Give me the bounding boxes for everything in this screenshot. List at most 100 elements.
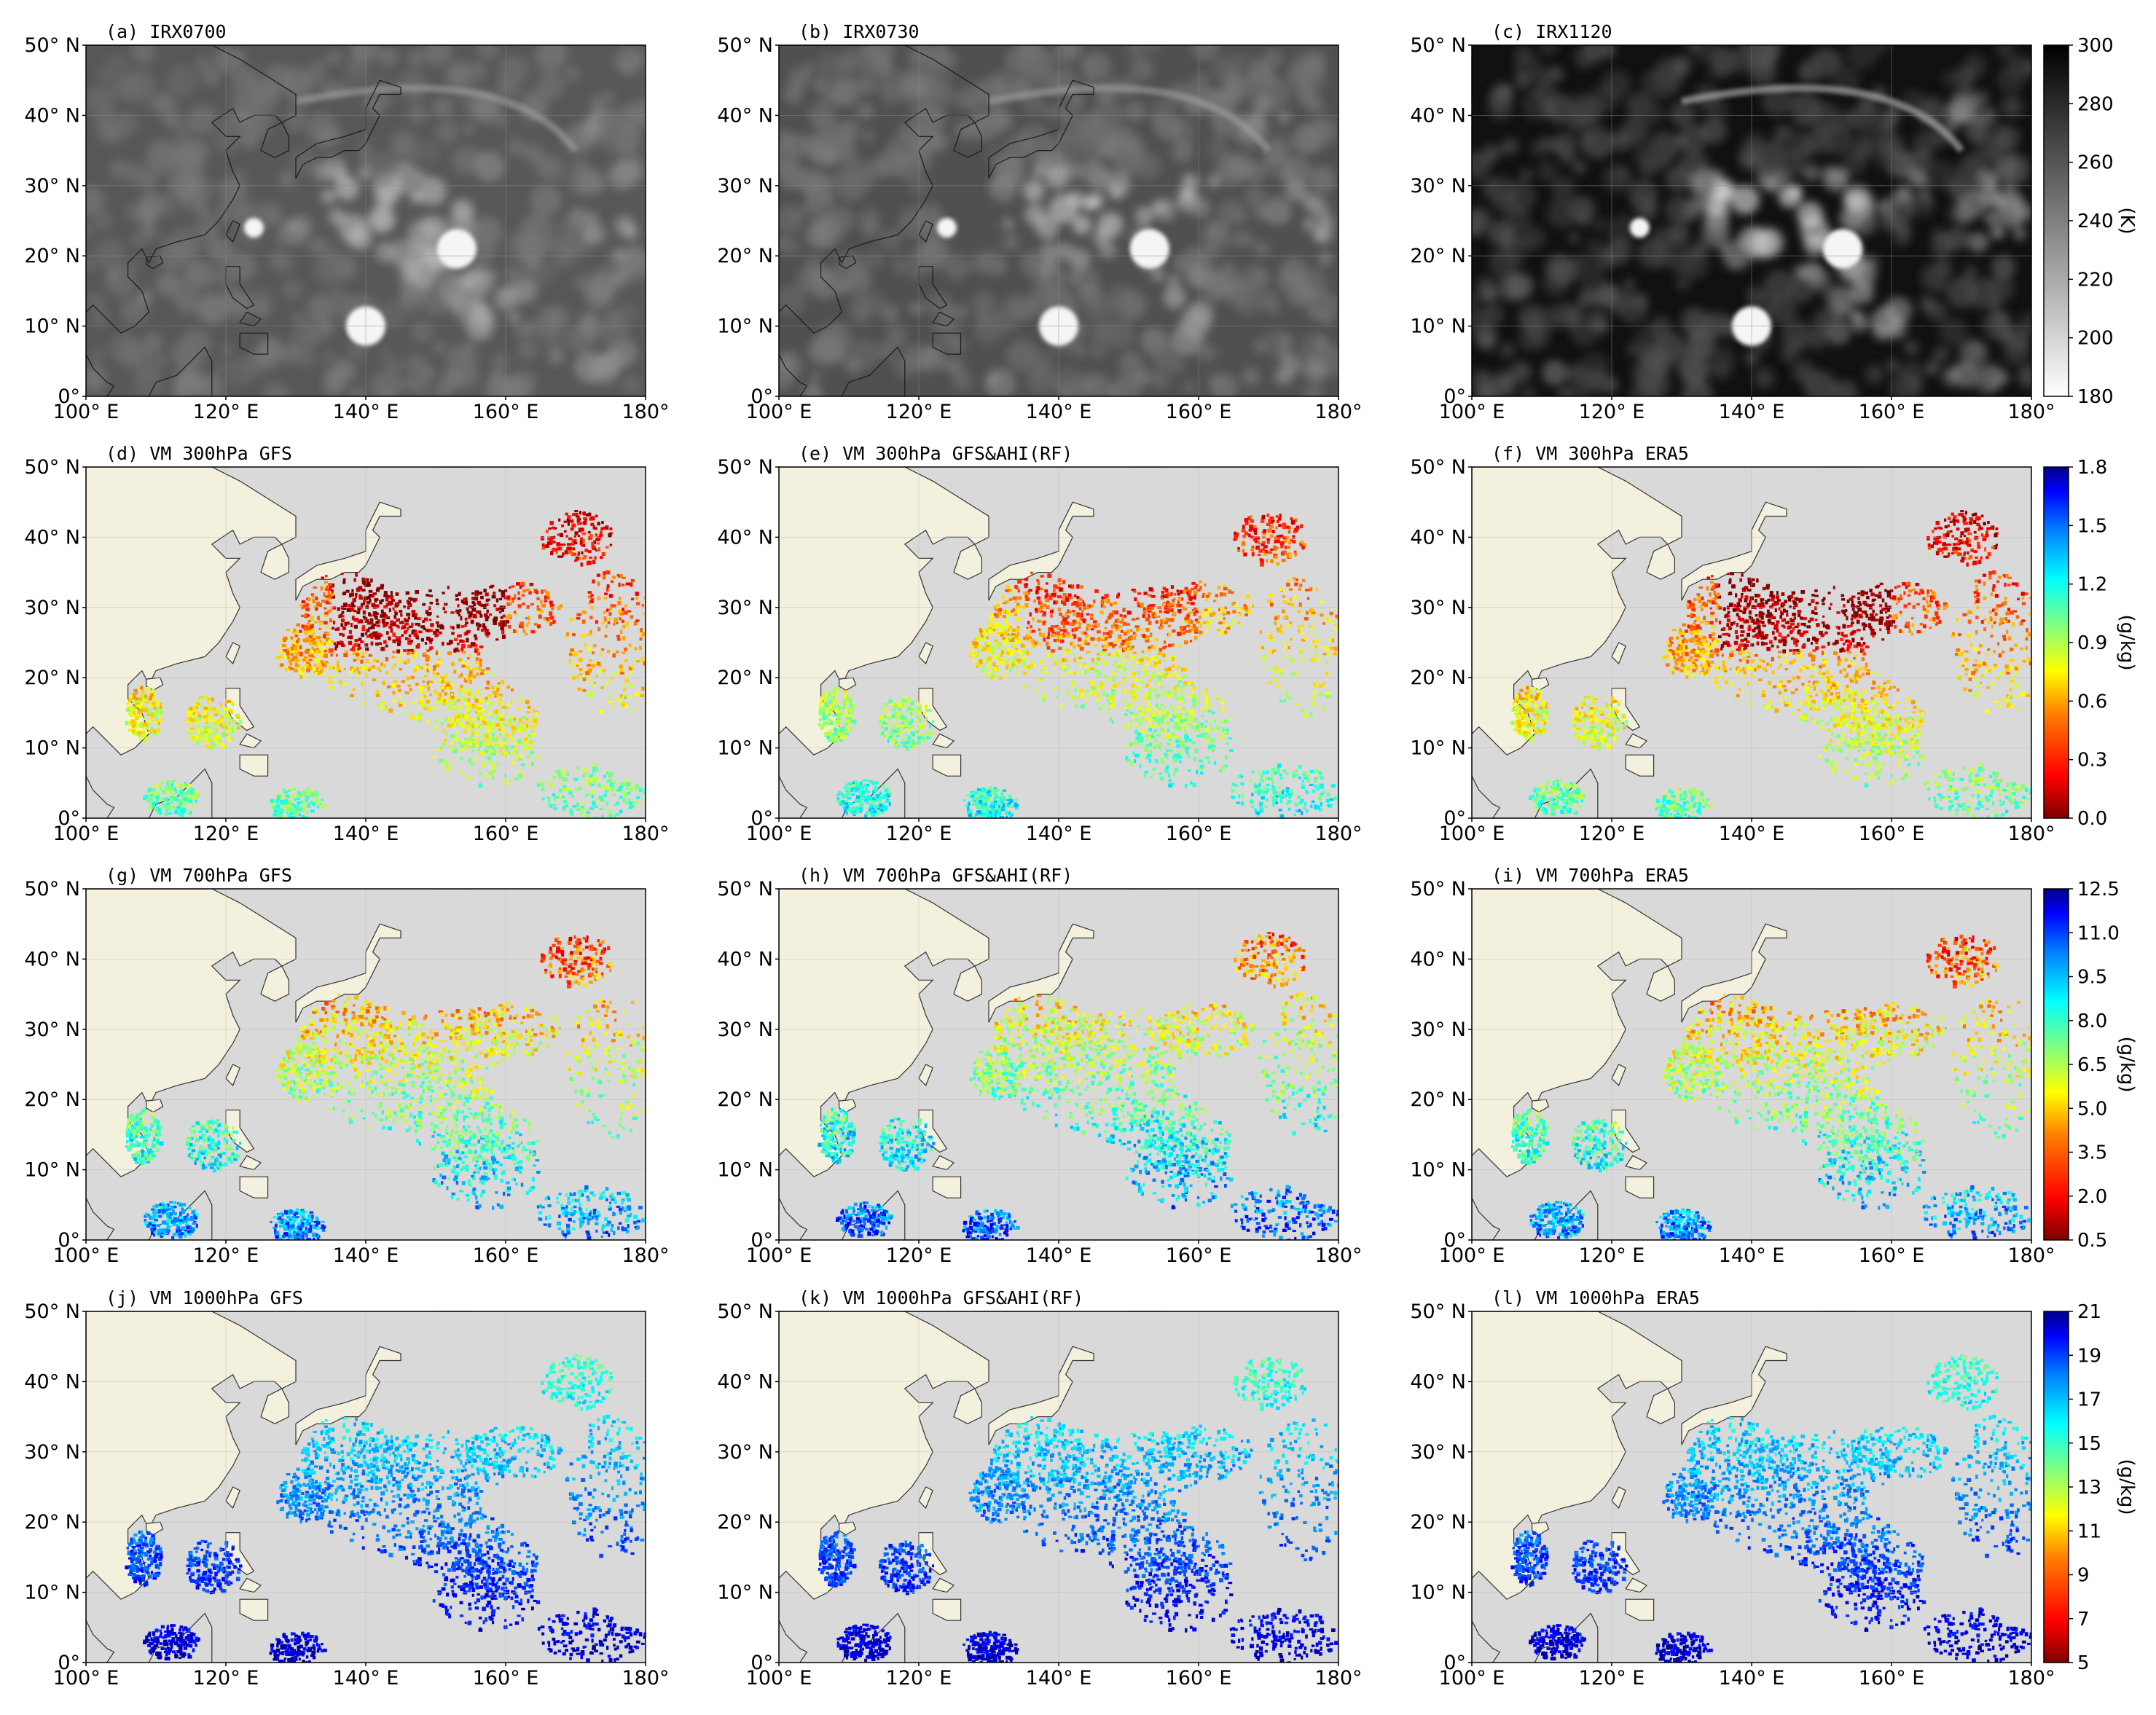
panel-title: (j) VM 1000hPa GFS [106, 1287, 303, 1308]
colorbar-tick-label: 11.0 [2077, 922, 2120, 944]
lat-tick-label: 0° [1443, 1229, 1466, 1252]
lon-tick-label: 100° E [53, 1244, 119, 1267]
graticule [779, 467, 1338, 818]
moisture-field [818, 513, 1338, 818]
colorbar: 21 19 17 15 13 11 9 7 5 (g/kg) [2043, 1301, 2138, 1674]
lat-tick-label: 50° N [717, 1300, 773, 1323]
lon-tick-label: 120° E [1579, 823, 1645, 845]
colorbar: 1.8 1.5 1.2 0.9 0.6 0.3 0.0 (g/kg) [2043, 457, 2138, 830]
lon-tick-label: 160° E [1859, 1667, 1925, 1690]
lat-tick-label: 50° N [24, 878, 80, 900]
lon-tick-label: 180° [1314, 1244, 1362, 1267]
lat-tick-label: 10° N [24, 1159, 80, 1182]
lon-tick-label: 140° E [1719, 1667, 1785, 1690]
lat-tick-label: 10° N [1410, 737, 1466, 760]
lon-tick-label: 120° E [886, 1244, 952, 1267]
lon-tick-label: 120° E [886, 823, 952, 845]
colorbar-tick-label: 6.5 [2077, 1054, 2107, 1076]
lat-tick-label: 0° [750, 807, 773, 830]
lat-tick-label: 50° N [1410, 1300, 1466, 1323]
lat-tick-label: 20° N [24, 245, 80, 267]
lon-tick-label: 140° E [1719, 1244, 1785, 1267]
colorbar-ramp [2043, 1311, 2069, 1663]
map-content [779, 1311, 1338, 1663]
map-content [86, 889, 646, 1240]
moisture-field [1510, 1354, 2031, 1663]
lat-tick-label: 0° [750, 1229, 773, 1252]
colorbar-tick-label: 15 [2077, 1433, 2101, 1455]
moisture-field [125, 935, 646, 1240]
lat-tick-label: 40° N [717, 526, 773, 549]
lat-tick-label: 10° N [717, 1582, 773, 1604]
lat-tick-label: 20° N [24, 1088, 80, 1111]
lat-tick-label: 50° N [717, 878, 773, 900]
lon-tick-label: 180° [622, 1244, 669, 1267]
lat-tick-label: 0° [1443, 1652, 1466, 1674]
lat-tick-label: 0° [1443, 385, 1466, 408]
graticule [1472, 889, 2031, 1240]
graticule [86, 45, 646, 396]
lat-tick-label: 30° N [1410, 1441, 1466, 1464]
lat-tick-label: 0° [1443, 807, 1466, 830]
panel-row-4: (j) VM 1000hPa GFS 0° 10° N 20° N 30° N 40° N… [24, 1287, 2138, 1690]
lat-tick-label: 0° [58, 385, 80, 408]
lon-tick-label: 100° E [1439, 401, 1505, 423]
lat-tick-label: 40° N [717, 1370, 773, 1393]
colorbar-tick-label: 1.2 [2077, 574, 2107, 596]
lat-tick-label: 20° N [1410, 667, 1466, 689]
lat-tick-label: 20° N [717, 667, 773, 689]
graticule [1472, 467, 2031, 818]
map-content [779, 45, 1338, 396]
lon-tick-label: 140° E [333, 1244, 399, 1267]
panel-title: (d) VM 300hPa GFS [106, 443, 292, 464]
lon-tick-label: 140° E [1719, 401, 1785, 423]
panel-title: (f) VM 300hPa ERA5 [1491, 443, 1689, 464]
panel-row-2: (d) VM 300hPa GFS 0° 10° N 20° N 30° N 40° N 5… [24, 443, 2138, 845]
lon-tick-label: 180° [1314, 1667, 1362, 1690]
lon-tick-label: 180° [2007, 1244, 2055, 1267]
lat-tick-label: 0° [750, 385, 773, 408]
panel-row-1: (a) IRX0700 0° 10° N 20° N 30° N 40° N 50° N 10… [24, 21, 2138, 423]
map-panel: (l) VM 1000hPa ERA5 0° 10° N 20° N 30° N 40° … [1410, 1287, 2055, 1690]
graticule [1472, 45, 2031, 396]
colorbar-tick-label: 13 [2077, 1477, 2101, 1499]
lon-tick-label: 180° [622, 401, 669, 423]
lat-tick-label: 50° N [1410, 878, 1466, 900]
lat-tick-label: 30° N [24, 1441, 80, 1464]
colorbar-ramp [2043, 888, 2069, 1241]
lon-tick-label: 160° E [473, 1667, 539, 1690]
colorbar-tick-label: 240 [2077, 211, 2114, 232]
lat-tick-label: 0° [58, 1229, 80, 1252]
map-panel: (d) VM 300hPa GFS 0° 10° N 20° N 30° N 40° N 5… [24, 443, 669, 845]
lat-tick-label: 40° N [24, 104, 80, 127]
lat-tick-label: 40° N [24, 1370, 80, 1393]
colorbar-unit: (K) [2116, 207, 2138, 234]
colorbar-tick-label: 7 [2077, 1609, 2090, 1630]
lat-tick-label: 30° N [1410, 175, 1466, 197]
graticule [779, 45, 1338, 396]
lon-tick-label: 100° E [746, 1244, 812, 1267]
colorbar-tick-label: 17 [2077, 1389, 2101, 1411]
lat-tick-label: 50° N [24, 1300, 80, 1323]
colorbar-tick-label: 1.5 [2077, 515, 2107, 537]
lat-tick-label: 20° N [1410, 1088, 1466, 1111]
lon-tick-label: 160° E [1166, 401, 1232, 423]
graticule [86, 1311, 646, 1663]
lon-tick-label: 120° E [1579, 1244, 1645, 1267]
colorbar-tick-label: 9 [2077, 1565, 2090, 1587]
lat-tick-label: 20° N [24, 667, 80, 689]
lon-tick-label: 160° E [1859, 401, 1925, 423]
lon-tick-label: 100° E [746, 1667, 812, 1690]
lat-tick-label: 30° N [1410, 597, 1466, 619]
lon-tick-label: 140° E [1026, 401, 1092, 423]
lon-tick-label: 180° [2007, 401, 2055, 423]
lon-tick-label: 120° E [193, 1244, 259, 1267]
colorbar-unit: (g/kg) [2116, 1036, 2138, 1092]
map-content [779, 889, 1338, 1240]
lat-tick-label: 10° N [1410, 1159, 1466, 1182]
panel-grid: (a) IRX0700 0° 10° N 20° N 30° N 40° N 50° N 10… [24, 21, 2138, 1690]
graticule [1472, 1311, 2031, 1663]
lat-tick-label: 10° N [1410, 315, 1466, 338]
lon-tick-label: 160° E [473, 1244, 539, 1267]
colorbar-tick-label: 19 [2077, 1345, 2101, 1367]
